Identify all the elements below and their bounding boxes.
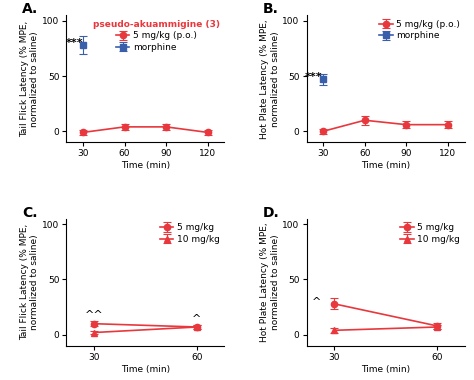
Text: ^: ^ — [312, 296, 321, 307]
Legend: 5 mg/kg (p.o.), morphine: 5 mg/kg (p.o.), morphine — [379, 20, 460, 40]
Text: ^: ^ — [192, 314, 201, 324]
Text: C.: C. — [22, 206, 37, 220]
X-axis label: Time (min): Time (min) — [361, 161, 410, 170]
Legend: 5 mg/kg (p.o.), morphine: 5 mg/kg (p.o.), morphine — [93, 20, 220, 52]
Y-axis label: Hot Plate Latency (% MPE,
normalized to saline): Hot Plate Latency (% MPE, normalized to … — [260, 222, 280, 342]
X-axis label: Time (min): Time (min) — [121, 161, 170, 170]
Text: ^^: ^^ — [84, 310, 103, 320]
X-axis label: Time (min): Time (min) — [121, 364, 170, 374]
Y-axis label: Tail Flick Latency (% MPE,
normalized to saline): Tail Flick Latency (% MPE, normalized to… — [20, 224, 39, 340]
Text: B.: B. — [262, 3, 278, 16]
Legend: 5 mg/kg, 10 mg/kg: 5 mg/kg, 10 mg/kg — [400, 223, 460, 244]
Text: ***: *** — [66, 38, 83, 48]
Text: A.: A. — [22, 3, 38, 16]
Y-axis label: Hot Plate Latency (% MPE,
normalized to saline): Hot Plate Latency (% MPE, normalized to … — [260, 19, 280, 139]
Text: D.: D. — [262, 206, 279, 220]
Text: ***: *** — [305, 72, 322, 82]
Legend: 5 mg/kg, 10 mg/kg: 5 mg/kg, 10 mg/kg — [160, 223, 220, 244]
X-axis label: Time (min): Time (min) — [361, 364, 410, 374]
Y-axis label: Tail Flick Latency (% MPE,
normalized to saline): Tail Flick Latency (% MPE, normalized to… — [20, 21, 39, 137]
